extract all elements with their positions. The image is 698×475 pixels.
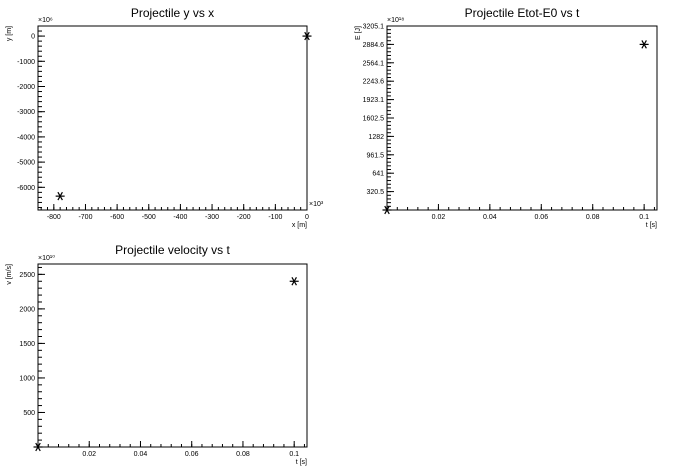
y-tick-label: 2884.6 [363, 42, 385, 49]
plot-frame [37, 263, 308, 448]
plot-frame [37, 25, 308, 211]
y-axis-label: y [m] [6, 26, 13, 41]
y-tick-label: 2000 [19, 306, 35, 313]
marker-stroke [384, 205, 390, 215]
data-point [639, 40, 649, 49]
x-axis-label: t [s] [646, 222, 657, 229]
marker-stroke [35, 442, 41, 452]
x-exponent-label: ×10³ [309, 201, 324, 208]
y-tick-label: 2243.6 [363, 79, 385, 86]
data-point [289, 277, 299, 286]
x-tick-label: -300 [205, 214, 219, 221]
marker-stroke [57, 191, 63, 201]
data-point [382, 205, 392, 215]
x-tick-label: 0.08 [586, 214, 600, 221]
y-tick-label: 320.5 [366, 189, 384, 196]
marker-stroke [641, 40, 647, 49]
data-point [55, 191, 65, 201]
y-tick-label: 641 [372, 171, 384, 178]
x-axis-label: x [m] [292, 222, 307, 229]
y-tick-label: 961.5 [366, 152, 384, 159]
y-tick-label: -5000 [17, 160, 35, 167]
y-tick-label: 0 [31, 34, 35, 41]
y-tick-label: 2564.1 [363, 60, 385, 67]
x-tick-label: -800 [47, 214, 61, 221]
chart-title: Projectile Etot-E0 vs t [465, 6, 580, 20]
plot-frame [386, 25, 658, 211]
y-tick-label: 500 [23, 410, 35, 417]
y-tick-label: 1602.5 [363, 116, 385, 123]
x-tick-label: 0.04 [483, 214, 497, 221]
y-tick-label: -3000 [17, 109, 35, 116]
x-tick-label: 0.06 [534, 214, 548, 221]
x-tick-label: -200 [237, 214, 251, 221]
y-exponent-label: ×10¹⁸ [387, 17, 404, 24]
x-tick-label: 0.08 [236, 451, 250, 458]
chart-2: Projectile Etot-E0 vs t 0.02 0.04 0.06 0.08 0… [355, 6, 658, 229]
data-point [302, 31, 312, 41]
x-tick-label: 0.04 [134, 451, 148, 458]
y-tick-label: 3205.1 [363, 24, 385, 31]
x-tick-label: -100 [268, 214, 282, 221]
x-tick-label: -700 [78, 214, 92, 221]
marker-stroke [304, 31, 310, 41]
marker-stroke [291, 277, 297, 286]
y-tick-label: -6000 [17, 185, 35, 192]
chart-1: Projectile y vs x -800 -700 -600 -500 -400 -30… [6, 6, 324, 229]
x-tick-label: 0 [305, 214, 309, 221]
x-tick-label: 0.02 [82, 451, 96, 458]
y-tick-label: -1000 [17, 59, 35, 66]
y-tick-label: -4000 [17, 134, 35, 141]
y-axis-label: E [J] [355, 26, 362, 40]
x-axis-label: t [s] [296, 459, 307, 466]
y-axis-label: v [m/s] [6, 264, 13, 285]
y-tick-label: 1282 [368, 134, 384, 141]
x-tick-label: -600 [110, 214, 124, 221]
y-tick-label: 1923.1 [363, 97, 385, 104]
chart-title: Projectile y vs x [131, 6, 214, 20]
y-tick-label: 1000 [19, 375, 35, 382]
chart-3: Projectile velocity vs t 0.02 0.04 0.06 0.08… [6, 243, 308, 466]
data-point [33, 442, 43, 452]
y-tick-label: 1500 [19, 341, 35, 348]
y-tick-label: -2000 [17, 84, 35, 91]
x-tick-label: 0.1 [289, 451, 299, 458]
y-tick-label: 2500 [19, 272, 35, 279]
x-tick-label: 0.02 [432, 214, 446, 221]
y-exponent-label: ×10¹⁰ [38, 254, 55, 262]
x-tick-label: -400 [173, 214, 187, 221]
x-tick-label: 0.1 [639, 214, 649, 221]
x-tick-label: 0.06 [185, 451, 199, 458]
chart-title: Projectile velocity vs t [115, 243, 230, 257]
x-tick-label: -500 [142, 214, 156, 221]
y-exponent-label: ×10⁶ [38, 17, 53, 24]
